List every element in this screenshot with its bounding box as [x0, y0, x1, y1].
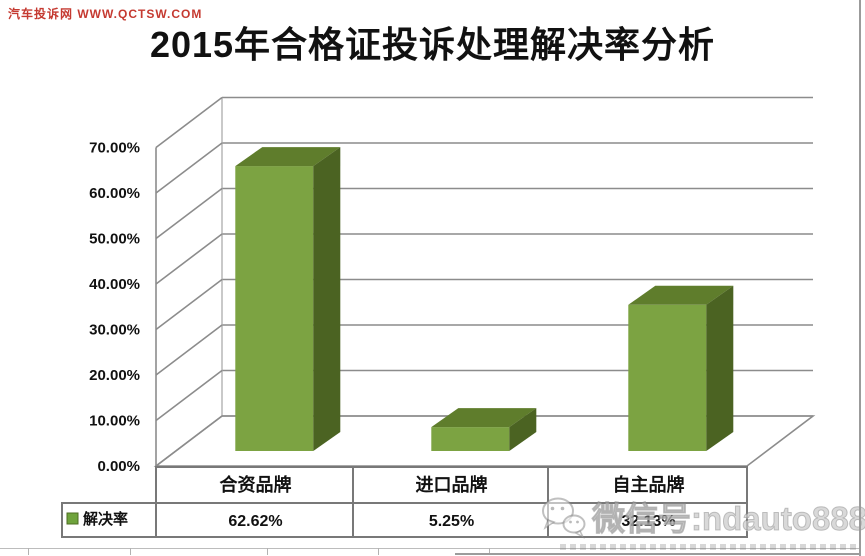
y-axis-label: 40.00%	[89, 276, 140, 293]
y-axis-tick-diagonal	[155, 278, 223, 331]
bar-1	[431, 408, 537, 451]
category-label: 进口品牌	[416, 474, 488, 495]
y-axis-label: 70.00%	[89, 140, 140, 157]
site-watermark: 汽车投诉网 WWW.QCTSW.COM	[8, 7, 203, 21]
bar-top-face	[628, 285, 734, 305]
y-axis-label: 60.00%	[89, 185, 140, 202]
bar-front-face	[431, 427, 510, 451]
y-axis-label: 10.00%	[89, 413, 140, 430]
bar-2	[628, 285, 734, 451]
value-row	[61, 502, 748, 538]
category-label: 合资品牌	[220, 474, 292, 495]
cropped-spreadsheet-row-line	[0, 548, 861, 549]
bar-top-face	[431, 408, 537, 428]
cropped-cell-tick	[130, 548, 131, 555]
y-axis-tick-diagonal	[155, 96, 223, 149]
bar-0	[235, 147, 341, 452]
y-axis-tick-diagonal	[155, 142, 223, 194]
y-axis-label: 30.00%	[89, 322, 140, 339]
value-cell: 62.62%	[228, 513, 282, 530]
image-right-border	[859, 0, 861, 556]
cropped-row-bottom-edge	[455, 553, 861, 555]
bar-side-face	[706, 285, 734, 451]
cropped-cell-tick	[28, 548, 29, 555]
cropped-cell-tick	[489, 548, 490, 555]
bar-top-face	[235, 147, 341, 167]
bar-front-face	[235, 166, 314, 452]
bar-side-face	[509, 408, 537, 451]
y-axis-label: 50.00%	[89, 231, 140, 248]
page-title: 2015年合格证投诉处理解决率分析	[149, 24, 716, 65]
bar-front-face	[628, 304, 707, 451]
value-cell: 32.13%	[621, 513, 675, 530]
y-axis-label: 20.00%	[89, 367, 140, 384]
y-axis-tick-diagonal	[155, 187, 223, 240]
y-axis-tick-diagonal	[155, 324, 223, 376]
legend-label: 解决率	[83, 510, 128, 528]
y-axis-label: 0.00%	[97, 458, 140, 475]
value-cell: 5.25%	[429, 513, 474, 530]
y-axis-tick-diagonal	[155, 233, 223, 285]
category-label: 自主品牌	[613, 474, 685, 495]
bar-side-face	[313, 147, 341, 452]
cropped-cell-tick	[267, 548, 268, 555]
cropped-faint-text	[560, 544, 858, 550]
legend-swatch	[66, 512, 79, 525]
cropped-cell-tick	[378, 548, 379, 555]
y-axis-tick-diagonal	[155, 369, 223, 422]
